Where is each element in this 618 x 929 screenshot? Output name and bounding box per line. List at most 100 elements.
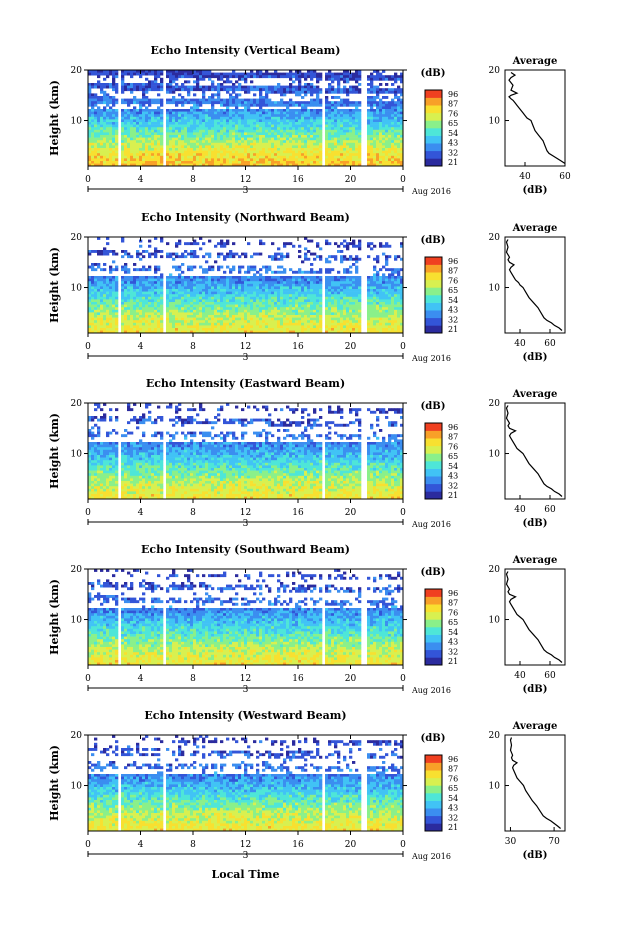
heatmap-cell	[298, 142, 302, 146]
heatmap-cell	[355, 75, 359, 79]
heatmap-cell	[160, 103, 164, 107]
heatmap-cell	[190, 72, 194, 76]
heatmap-cell	[355, 137, 359, 141]
heatmap-cell	[112, 83, 116, 86]
heatmap-cell	[196, 122, 200, 125]
heatmap-cell	[244, 88, 248, 92]
heatmap-cell	[187, 322, 191, 326]
heatmap-cell	[88, 103, 92, 107]
heatmap-cell	[202, 270, 206, 274]
heatmap-cell	[91, 325, 95, 329]
x-tick-label: 4	[138, 175, 144, 185]
heatmap-cell	[106, 103, 110, 107]
heatmap-cell	[250, 111, 254, 115]
heatmap-cell	[289, 88, 293, 92]
heatmap-cell	[220, 140, 224, 144]
heatmap-cell	[184, 317, 188, 321]
heatmap-cell	[343, 77, 347, 81]
heatmap-cell	[97, 119, 101, 123]
heatmap-cell	[211, 109, 215, 112]
heatmap-cell	[379, 140, 383, 144]
heatmap-cell	[265, 296, 269, 300]
heatmap-cell	[154, 328, 158, 331]
heatmap-cell	[244, 150, 248, 154]
heatmap-cell	[112, 98, 116, 102]
heatmap-cell	[232, 96, 236, 99]
heatmap-cell	[205, 278, 209, 282]
colorbar-tick-label: 54	[448, 129, 458, 138]
heatmap-cell	[97, 135, 101, 138]
heatmap-cell	[274, 302, 278, 305]
heatmap-cell	[232, 289, 236, 292]
heatmap-cell	[280, 135, 284, 138]
heatmap-cell	[148, 83, 152, 86]
heatmap-cell	[235, 317, 239, 321]
heatmap-cell	[121, 330, 125, 334]
heatmap-cell	[253, 322, 257, 326]
heatmap-cell	[154, 237, 158, 240]
heatmap-cell	[379, 129, 383, 133]
heatmap-cell	[343, 132, 347, 136]
heatmap-cell	[229, 294, 233, 298]
heatmap-cell	[244, 328, 248, 331]
heatmap-cell	[157, 140, 161, 144]
heatmap-cell	[115, 286, 119, 290]
heatmap-cell	[106, 122, 110, 125]
heatmap-cell	[283, 268, 287, 272]
heatmap-cell	[217, 325, 221, 329]
heatmap-cell	[268, 328, 272, 331]
heatmap-cell	[130, 135, 134, 138]
heatmap-cell	[223, 135, 227, 138]
heatmap-cell	[397, 114, 401, 118]
heatmap-cell	[181, 270, 185, 274]
heatmap-cell	[166, 85, 170, 89]
heatmap-cell	[370, 77, 374, 81]
heatmap-cell	[205, 268, 209, 272]
heatmap-cell	[244, 299, 248, 303]
heatmap-cell	[214, 281, 218, 285]
heatmap-cell	[169, 98, 173, 102]
heatmap-cell	[94, 294, 98, 298]
heatmap-cell	[97, 142, 101, 146]
heatmap-cell	[301, 90, 305, 94]
heatmap-cell	[88, 90, 92, 94]
heatmap-cell	[271, 255, 275, 259]
heatmap-cell	[277, 145, 281, 149]
heatmap-cell	[346, 158, 350, 162]
heatmap-cell	[313, 98, 317, 102]
heatmap-cell	[148, 299, 152, 303]
heatmap-cell	[334, 72, 338, 76]
heatmap-cell	[325, 132, 329, 136]
heatmap-cell	[313, 109, 317, 112]
heatmap-cell	[103, 247, 107, 251]
heatmap-cell	[391, 161, 395, 164]
heatmap-cell	[181, 153, 185, 157]
heatmap-cell	[277, 124, 281, 128]
heatmap-cell	[88, 307, 92, 311]
heatmap-cell	[379, 103, 383, 107]
heatmap-cell	[328, 72, 332, 76]
heatmap-cell	[106, 289, 110, 292]
heatmap-cell	[178, 155, 182, 159]
heatmap-cell	[121, 283, 125, 287]
heatmap-cell	[223, 137, 227, 141]
heatmap-cell	[301, 122, 305, 125]
heatmap-cell	[238, 281, 242, 285]
heatmap-cell	[217, 153, 221, 157]
panel-title: Echo Intensity (Vertical Beam)	[150, 44, 340, 57]
heatmap-cell	[154, 127, 158, 131]
heatmap-cell	[142, 296, 146, 300]
heatmap-cell	[124, 148, 128, 151]
heatmap-cell	[199, 85, 203, 89]
heatmap-cell	[115, 90, 119, 94]
heatmap-cell	[160, 153, 164, 157]
heatmap-cell	[274, 155, 278, 159]
heatmap-cell	[307, 127, 311, 131]
heatmap-cell	[232, 328, 236, 331]
heatmap-cell	[184, 325, 188, 329]
heatmap-cell	[253, 85, 257, 89]
heatmap-cell	[391, 129, 395, 133]
heatmap-cell	[178, 239, 182, 243]
heatmap-cell	[193, 276, 197, 279]
heatmap-cell	[187, 161, 191, 164]
